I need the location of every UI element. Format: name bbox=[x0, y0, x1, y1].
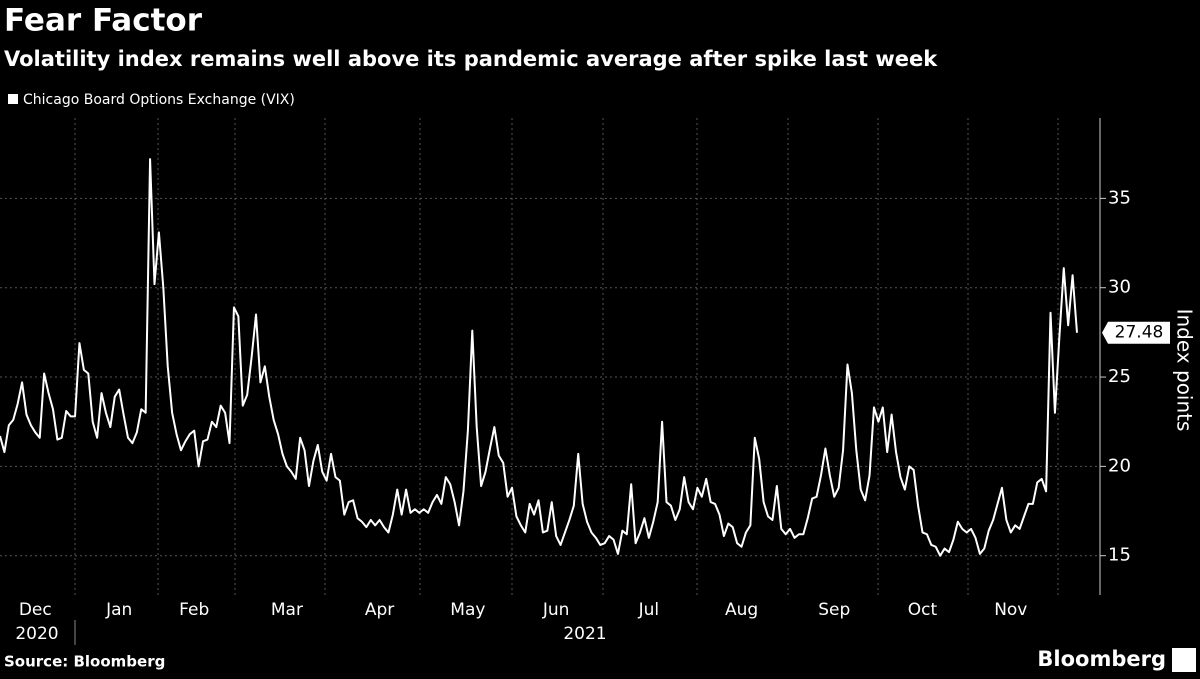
brand-icon bbox=[1172, 648, 1196, 672]
x-tick-label: May bbox=[450, 600, 485, 620]
last-value-box bbox=[1102, 321, 1170, 344]
x-tick-label: Sep bbox=[818, 600, 850, 620]
legend-swatch bbox=[8, 94, 18, 104]
y-tick-label: 35 bbox=[1108, 187, 1131, 208]
x-tick-label: Dec bbox=[19, 600, 52, 620]
y-tick-label: 20 bbox=[1108, 455, 1131, 476]
x-tick-label: Jan bbox=[105, 600, 132, 620]
x-tick-label: Apr bbox=[365, 600, 394, 620]
x-tick-label: Nov bbox=[994, 600, 1027, 620]
y-tick-label: 30 bbox=[1108, 277, 1131, 298]
year-label: 2020 bbox=[15, 624, 58, 644]
chart-subtitle: Volatility index remains well above its … bbox=[4, 47, 938, 71]
source: Source: Bloomberg bbox=[4, 653, 165, 671]
x-tick-label: Oct bbox=[908, 600, 938, 620]
series-line bbox=[0, 158, 1078, 557]
y-tick-label: 25 bbox=[1108, 366, 1131, 387]
x-tick-label: Mar bbox=[271, 600, 303, 620]
y-axis-label: Index points bbox=[1173, 309, 1197, 432]
brand: Bloomberg bbox=[1037, 647, 1166, 671]
x-tick-label: Jun bbox=[542, 600, 570, 620]
y-tick-label: 15 bbox=[1108, 545, 1131, 566]
x-tick-label: Aug bbox=[725, 600, 758, 620]
year-label: 2021 bbox=[563, 624, 606, 644]
x-tick-label: Jul bbox=[638, 600, 660, 620]
last-value-label: 27.48 bbox=[1115, 323, 1164, 343]
chart-title: Fear Factor bbox=[4, 3, 203, 39]
x-tick-label: Feb bbox=[179, 600, 209, 620]
legend-label: Chicago Board Options Exchange (VIX) bbox=[23, 92, 295, 108]
